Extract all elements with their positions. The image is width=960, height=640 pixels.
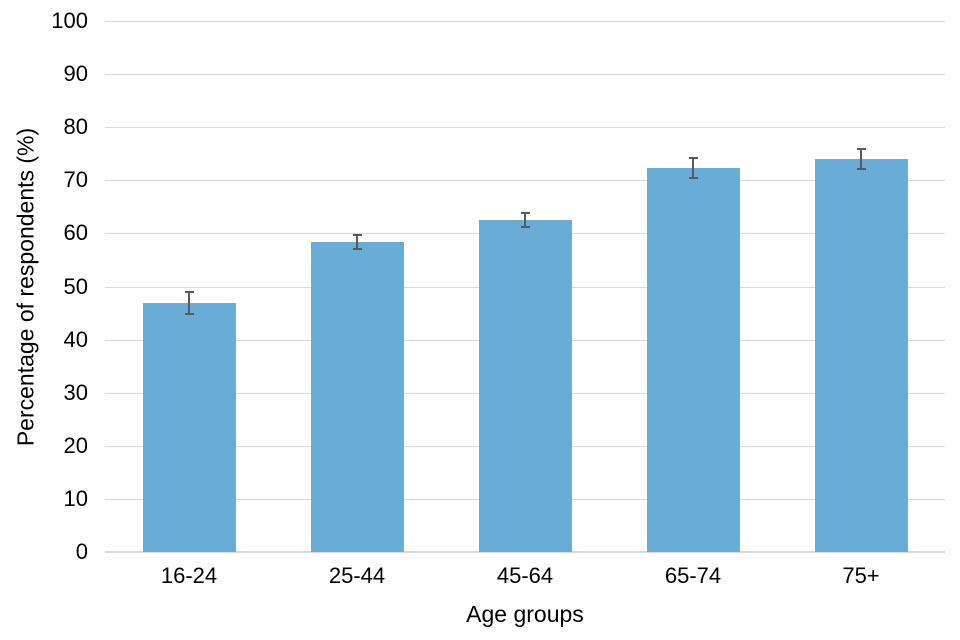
gridline (105, 180, 945, 182)
error-bar-cap (688, 157, 698, 160)
y-tick-label: 50 (63, 273, 88, 299)
y-tick-label: 40 (63, 326, 88, 352)
y-tick-label: 30 (63, 379, 88, 405)
error-bar-line (860, 148, 862, 170)
error-bar-cap (352, 233, 362, 236)
x-tick-label: 25-44 (328, 563, 386, 588)
x-tick-label: 65-74 (664, 563, 722, 588)
error-bar-cap (184, 291, 194, 294)
x-axis-line (105, 551, 945, 553)
y-tick-label: 90 (63, 61, 88, 87)
error-bar-line (692, 157, 694, 179)
error-bar-line (524, 212, 526, 229)
bar (814, 159, 908, 552)
bar (142, 302, 236, 552)
error-bar-cap (520, 226, 530, 229)
gridline (105, 21, 945, 22)
y-tick-label: 60 (63, 220, 88, 246)
error-bar-cap (184, 312, 194, 315)
bar (646, 168, 740, 552)
error-bar-cap (688, 176, 698, 179)
y-tick-label: 80 (63, 114, 88, 140)
plot-area (105, 21, 945, 553)
y-tick-label: 100 (51, 8, 88, 33)
y-tick-label: 0 (75, 539, 88, 564)
x-tick-label: 16-24 (160, 563, 218, 588)
gridline (105, 74, 945, 76)
x-axis-title: Age groups (466, 601, 584, 627)
bar (478, 220, 572, 552)
error-bar-line (188, 291, 190, 315)
x-tick-label: 45-64 (496, 563, 554, 588)
x-axis-tick-labels: 16-24 25-44 45-64 65-74 75+ (105, 563, 945, 591)
gridline (105, 127, 945, 129)
y-axis-tick-labels: 0 10 20 30 40 50 60 70 80 90 100 (30, 8, 88, 564)
error-bar-cap (352, 247, 362, 250)
error-bar-line (356, 233, 358, 250)
y-tick-label: 20 (63, 432, 88, 458)
x-tick-label: 75+ (842, 563, 880, 588)
error-bar-cap (856, 148, 866, 151)
bar (310, 241, 404, 552)
error-bar-cap (856, 167, 866, 170)
y-tick-label: 70 (63, 167, 88, 193)
error-bar-cap (520, 212, 530, 215)
y-tick-label: 10 (63, 485, 88, 511)
